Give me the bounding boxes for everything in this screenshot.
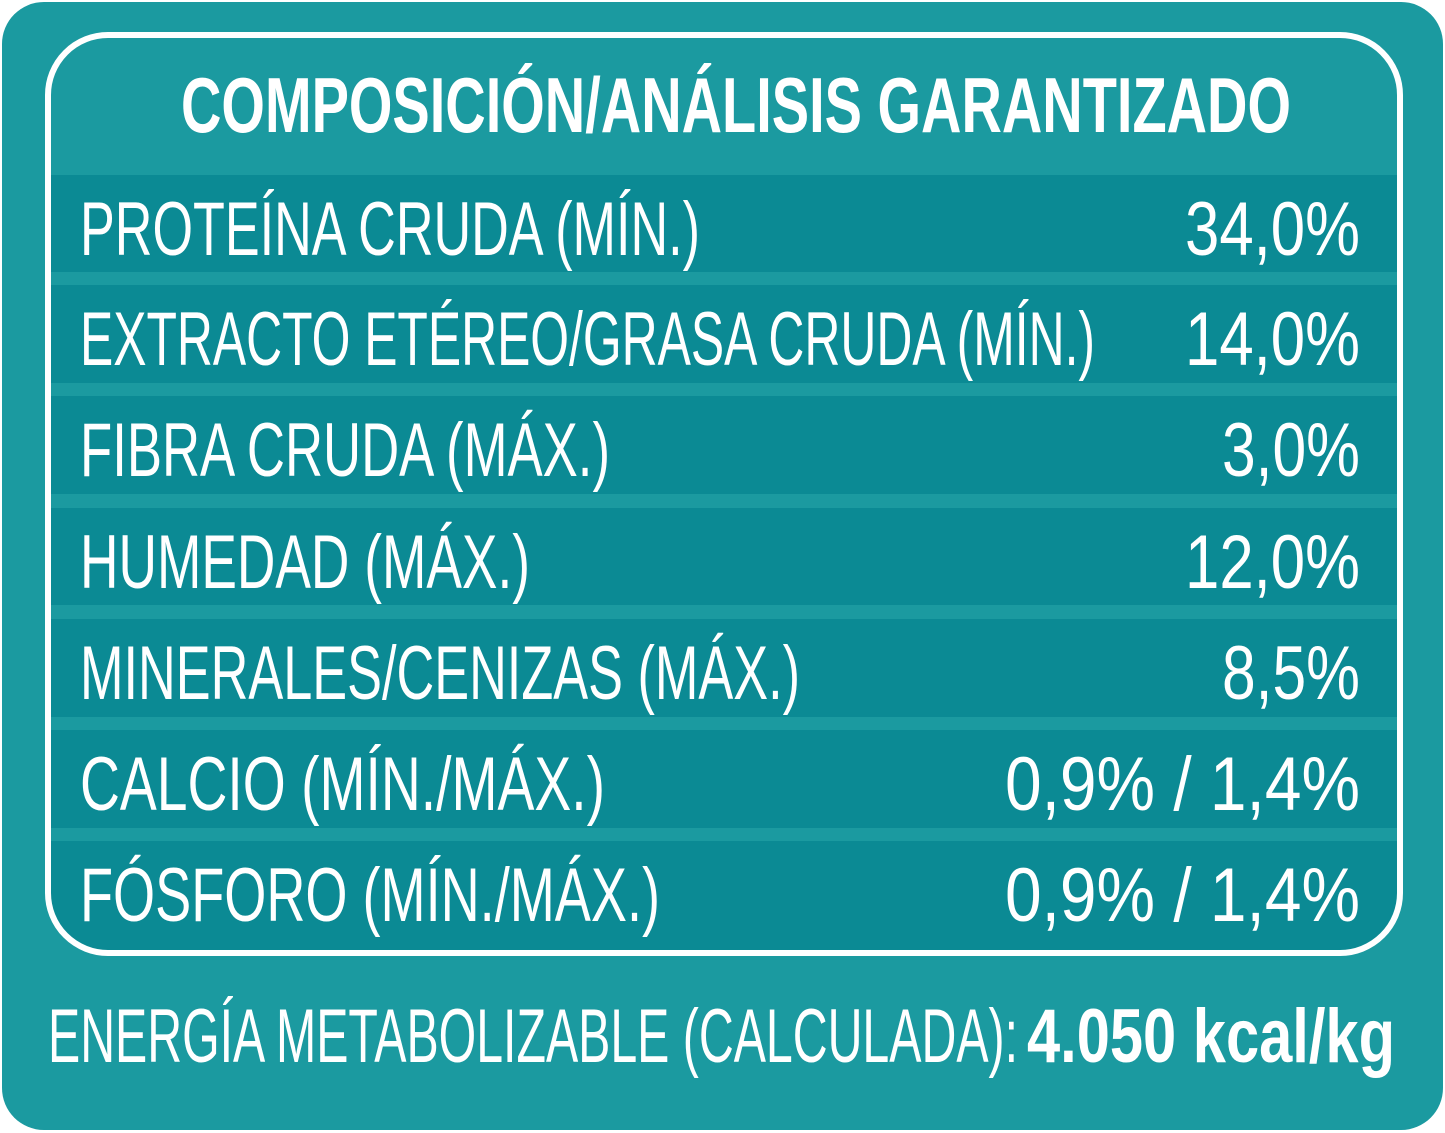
row-value: 8,5%: [1222, 631, 1360, 716]
row-label: EXTRACTO ETÉREO/GRASA CRUDA (MÍN.): [80, 297, 1095, 382]
row-label: FÓSFORO (MÍN./MÁX.): [80, 853, 660, 938]
row-label: FIBRA CRUDA (MÁX.): [80, 408, 610, 493]
row-value: 14,0%: [1185, 297, 1360, 382]
row-background: [48, 175, 1400, 272]
row-value: 12,0%: [1185, 520, 1360, 605]
footer-label: ENERGÍA METABOLIZABLE (CALCULADA):: [48, 994, 1018, 1079]
row-value: 0,9% / 1,4%: [1005, 853, 1360, 938]
row-value: 0,9% / 1,4%: [1005, 742, 1360, 827]
row-background: [48, 508, 1400, 605]
rows-area: [48, 175, 1400, 953]
table-title: COMPOSICIÓN/ANÁLISIS GARANTIZADO: [181, 61, 1291, 149]
row-background: [48, 841, 1400, 953]
row-label: MINERALES/CENIZAS (MÁX.): [80, 631, 800, 716]
row-label: HUMEDAD (MÁX.): [80, 520, 530, 605]
row-background: [48, 396, 1400, 494]
row-label: PROTEÍNA CRUDA (MÍN.): [80, 187, 700, 272]
row-background: [48, 730, 1400, 828]
row-background: [48, 619, 1400, 717]
row-label: CALCIO (MÍN./MÁX.): [80, 742, 605, 827]
row-value: 3,0%: [1222, 408, 1360, 493]
footer-value: 4.050 kcal/kg: [1027, 994, 1395, 1079]
inner-border: [45, 32, 1403, 956]
row-value: 34,0%: [1185, 187, 1360, 272]
row-background: [48, 285, 1400, 383]
